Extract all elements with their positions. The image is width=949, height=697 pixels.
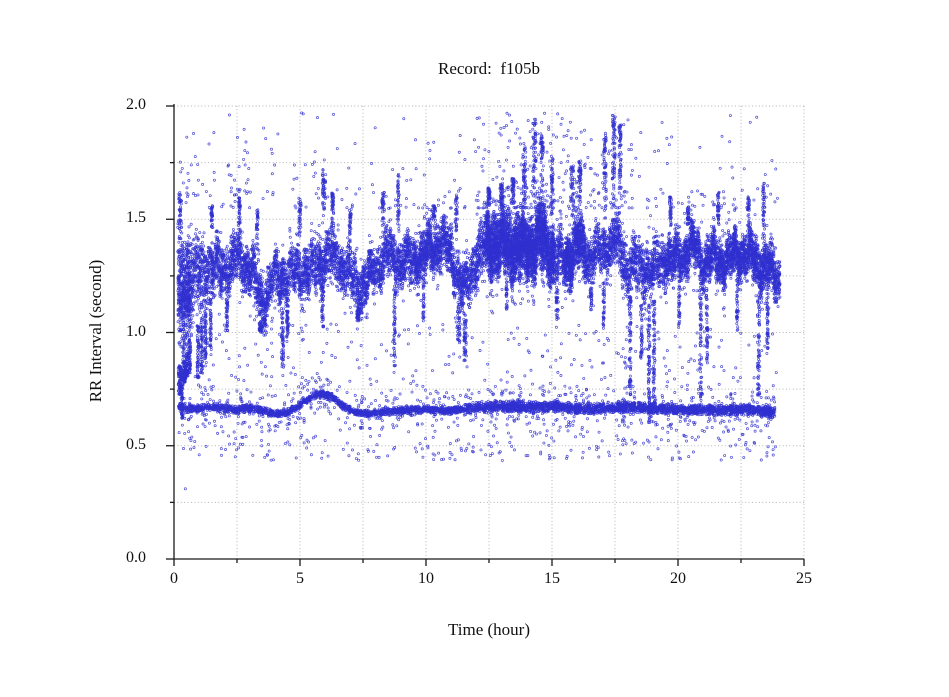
x-tick-label: 10 <box>418 570 434 587</box>
x-tick-label: 5 <box>296 570 304 587</box>
y-tick-label: 1.0 <box>126 322 146 340</box>
y-tick-label: 0.0 <box>126 549 146 566</box>
x-tick-label: 0 <box>170 570 178 587</box>
x-tick-label: 15 <box>544 570 560 587</box>
y-tick-label: 0.5 <box>126 435 146 453</box>
x-tick-label: 25 <box>796 570 812 587</box>
x-tick-label: 20 <box>670 570 686 587</box>
y-tick-label: 2.0 <box>126 96 146 113</box>
plot-title: Record: f105b <box>438 59 540 78</box>
y-tick-label: 1.5 <box>126 209 146 227</box>
x-axis-title: Time (hour) <box>447 620 530 639</box>
